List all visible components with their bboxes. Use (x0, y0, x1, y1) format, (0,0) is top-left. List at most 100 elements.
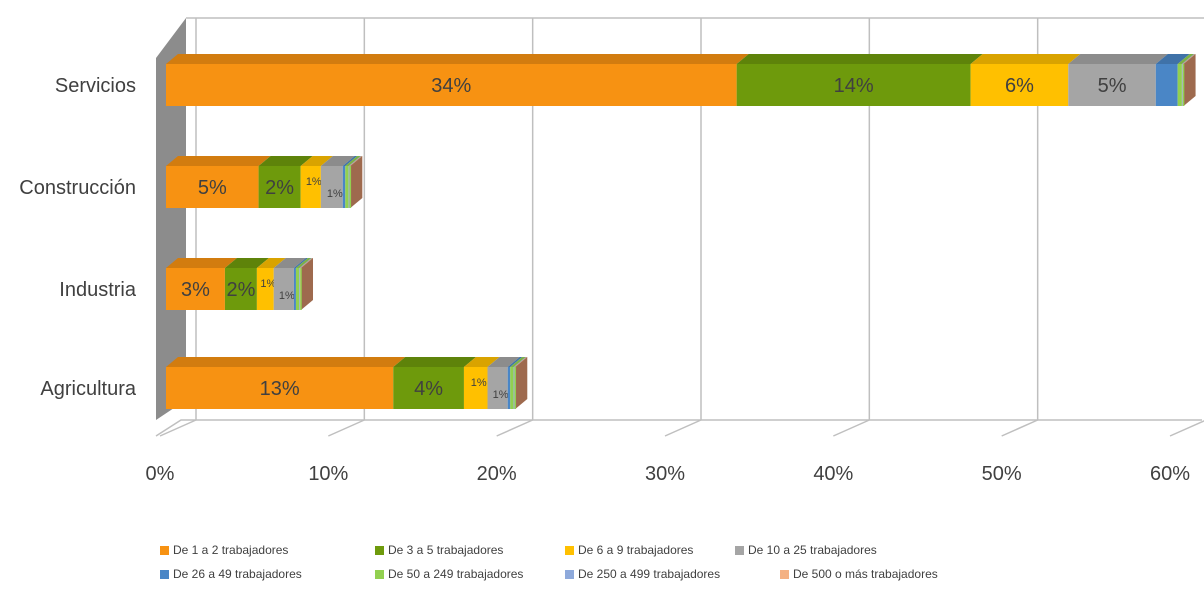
data-label: 1% (306, 176, 322, 188)
bar-segment: 1% (487, 357, 520, 409)
legend-label: De 50 a 249 trabajadores (388, 567, 524, 581)
bar-front (348, 166, 350, 208)
bar-segment (299, 258, 313, 310)
legend-swatch (565, 545, 574, 555)
bar-top (166, 54, 749, 64)
legend-swatch (565, 569, 574, 579)
x-tick-label: 0% (146, 463, 175, 485)
legend-item: De 10 a 25 trabajadores (735, 543, 925, 557)
bar-front (513, 367, 515, 409)
chart-walls (155, 18, 1202, 437)
category-label: Industria (59, 279, 137, 301)
bar-top (166, 156, 271, 166)
x-tick-label: 20% (477, 463, 517, 485)
bar-top (510, 357, 526, 367)
legend-label: De 6 a 9 trabajadores (578, 543, 694, 557)
data-label: 2% (226, 279, 255, 301)
bar-segment (348, 156, 362, 208)
bar-front (295, 268, 300, 310)
bar-front (299, 268, 301, 310)
bar-front (736, 64, 971, 106)
bar-segment: 13% (166, 357, 406, 409)
bar-top (514, 357, 528, 367)
bar-segment: 1% (300, 156, 333, 208)
legend-item: De 50 a 249 trabajadores (375, 567, 565, 581)
gridline-floor (328, 419, 365, 437)
bar-top (393, 357, 476, 367)
bar-segment: 1% (273, 258, 306, 310)
bar-top (970, 54, 1081, 64)
data-label: 5% (1098, 75, 1127, 97)
bar-segment (507, 357, 523, 409)
bar-front (487, 367, 508, 409)
bar-top (320, 156, 355, 166)
bar-top (300, 156, 333, 166)
bar-front (1177, 64, 1182, 106)
legend-item: De 500 o más trabajadores (780, 567, 980, 581)
data-label: 13% (260, 378, 300, 400)
bar-top (300, 258, 314, 268)
bar-top (166, 357, 406, 367)
bar-front (1155, 64, 1178, 106)
bar-front (293, 268, 296, 310)
side-wall (156, 18, 186, 420)
data-label: 1% (327, 188, 343, 200)
data-label: 2% (265, 177, 294, 199)
x-tick-labels: 0% 10% 20% 30% 40% 50% 60% (146, 463, 1191, 485)
gridline-floor (496, 419, 533, 437)
bar-segment (1177, 54, 1194, 106)
data-label: 5% (198, 177, 227, 199)
data-label: 1% (279, 290, 295, 302)
bar-front (224, 268, 257, 310)
bar-top (1181, 54, 1195, 64)
data-label: 1% (471, 377, 487, 389)
bar-top (224, 258, 269, 268)
bar-front (510, 367, 514, 409)
bar-segment: 1% (463, 357, 500, 409)
x-tick-label: 40% (813, 463, 853, 485)
bar-segment (295, 258, 312, 310)
bar-top (1068, 54, 1168, 64)
legend-swatch (735, 545, 744, 555)
legend-row: De 26 a 49 trabajadores De 50 a 249 traba… (160, 567, 1060, 581)
bar-top (293, 258, 308, 268)
bar-front (970, 64, 1069, 106)
bar-segment: 5% (1068, 54, 1168, 106)
bar-top (1155, 54, 1190, 64)
gridline-floor (664, 419, 702, 437)
bar-top (258, 156, 313, 166)
bar-front (166, 367, 394, 409)
bar-front (258, 166, 301, 208)
floor-edge (155, 419, 1202, 437)
bar-segment: 3% (166, 258, 237, 310)
bar-top (256, 258, 286, 268)
bar-front (1068, 64, 1156, 106)
bar-top (299, 258, 313, 268)
bar-segment: 2% (224, 258, 269, 310)
bars: 34% 14% 6% 5%5% 2% 1%1%3% 2% 1%1%13% 4% 1%1% (166, 54, 1196, 409)
chart: 34% 14% 6% 5%5% 2% 1%1%3% 2% 1%1%13% 4% 1%1% Serv… (19, 17, 1204, 485)
bar-segment: 6% (970, 54, 1081, 106)
legend-item: De 26 a 49 trabajadores (160, 567, 375, 581)
bar-front (273, 268, 294, 310)
gridline-floor (159, 419, 197, 437)
bar-front (463, 367, 488, 409)
gridline-floor (1001, 419, 1038, 437)
legend-item: De 6 a 9 trabajadores (565, 543, 735, 557)
bar-segment (510, 357, 526, 409)
bar-top (463, 357, 500, 367)
bar-segment (1155, 54, 1190, 106)
category-label: Servicios (55, 75, 136, 97)
legend-label: De 3 a 5 trabajadores (388, 543, 504, 557)
bar-segment (345, 156, 361, 208)
bar-top (507, 357, 523, 367)
data-label: 34% (431, 75, 471, 97)
x-tick-label: 50% (982, 463, 1022, 485)
bar-top (513, 357, 527, 367)
legend-swatch (780, 569, 789, 579)
legend-label: De 250 a 499 trabajadores (578, 567, 721, 581)
data-label: 14% (834, 75, 874, 97)
bar-segment (293, 258, 308, 310)
x-tick-label: 60% (1150, 463, 1190, 485)
category-label: Construcción (19, 177, 136, 199)
